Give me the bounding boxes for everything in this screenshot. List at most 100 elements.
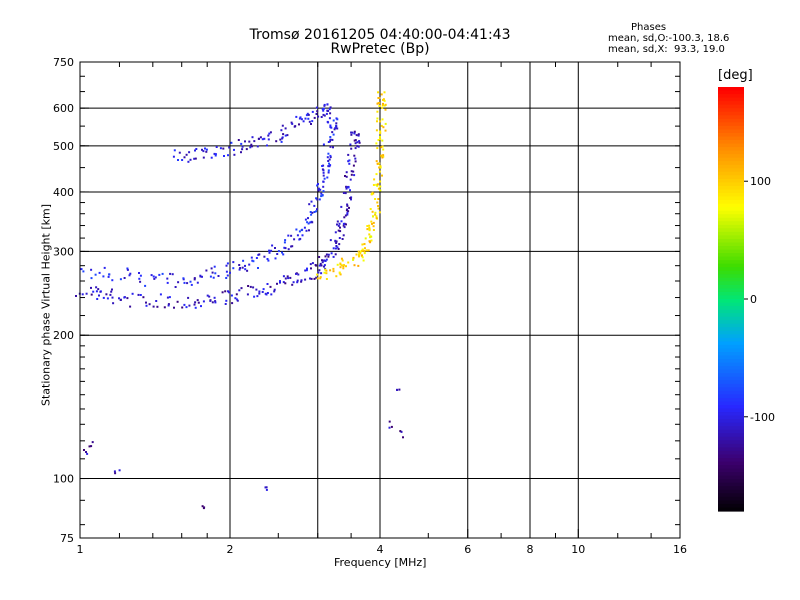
data-point xyxy=(235,298,238,301)
colorbar-segment xyxy=(718,359,744,364)
data-point xyxy=(340,264,343,267)
data-point xyxy=(382,99,384,101)
data-point xyxy=(357,133,360,136)
data-point xyxy=(161,272,164,275)
data-point xyxy=(183,281,186,284)
data-point xyxy=(358,255,360,258)
data-point xyxy=(354,157,357,160)
data-point xyxy=(244,140,246,143)
data-point xyxy=(364,247,366,250)
data-point xyxy=(264,486,267,489)
data-point xyxy=(96,298,99,300)
data-point xyxy=(88,445,91,448)
data-point xyxy=(327,160,330,162)
data-point xyxy=(378,170,381,173)
data-point xyxy=(368,224,371,227)
data-point xyxy=(323,103,326,106)
data-point xyxy=(309,221,312,224)
data-point xyxy=(139,280,142,283)
data-point xyxy=(194,306,197,309)
data-point xyxy=(225,270,228,273)
colorbar-tick-label: 100 xyxy=(750,175,771,188)
data-point xyxy=(372,215,374,218)
data-point xyxy=(275,140,278,143)
data-point xyxy=(166,277,169,280)
data-point xyxy=(215,146,218,148)
data-point xyxy=(202,300,205,303)
data-point xyxy=(381,118,384,121)
data-point xyxy=(107,275,110,278)
data-point xyxy=(322,174,325,177)
data-point xyxy=(315,276,318,279)
data-point xyxy=(384,103,387,106)
data-point xyxy=(280,140,283,143)
data-point xyxy=(329,145,332,148)
data-point xyxy=(357,134,360,137)
data-point xyxy=(291,122,294,125)
data-point xyxy=(295,115,298,118)
data-point xyxy=(381,104,384,107)
colorbar-tick-label: -100 xyxy=(750,411,775,424)
data-point xyxy=(363,252,366,255)
data-point xyxy=(139,294,142,296)
data-point xyxy=(206,294,209,297)
data-point xyxy=(82,270,85,273)
data-point xyxy=(345,223,347,226)
data-point xyxy=(227,290,229,293)
data-point xyxy=(126,297,129,300)
data-point xyxy=(281,137,284,140)
data-point xyxy=(209,275,212,278)
data-point xyxy=(266,144,268,147)
data-point xyxy=(329,106,332,109)
colorbar-segment xyxy=(718,341,744,346)
data-point xyxy=(374,211,377,214)
data-point xyxy=(173,149,176,152)
colorbar-segment xyxy=(718,200,744,205)
data-point xyxy=(249,285,252,288)
data-point xyxy=(85,451,87,453)
data-point xyxy=(399,430,402,433)
data-point xyxy=(174,286,177,288)
data-point xyxy=(298,117,301,120)
data-point xyxy=(383,91,386,94)
data-point xyxy=(381,174,383,177)
data-point xyxy=(230,141,233,144)
data-point xyxy=(271,244,274,247)
data-point xyxy=(321,194,324,197)
data-point xyxy=(284,127,287,130)
data-point xyxy=(290,245,293,248)
data-point xyxy=(356,145,359,148)
data-point xyxy=(375,215,378,218)
data-point xyxy=(214,301,217,304)
data-point xyxy=(310,200,313,203)
data-point xyxy=(315,197,318,200)
data-point xyxy=(317,271,320,274)
colorbar-segment xyxy=(718,246,744,251)
data-point xyxy=(375,142,378,145)
colorbar-tick-label: 0 xyxy=(750,293,757,306)
data-point xyxy=(378,211,381,214)
data-point xyxy=(306,221,309,224)
data-point xyxy=(316,273,319,276)
colorbar-segment xyxy=(718,450,744,456)
data-point xyxy=(323,107,325,110)
data-point xyxy=(110,290,113,293)
data-point xyxy=(274,247,276,249)
data-point xyxy=(248,263,251,266)
colorbar-segment xyxy=(718,182,744,187)
data-point xyxy=(338,237,341,239)
data-point xyxy=(374,213,377,216)
data-point xyxy=(304,218,307,221)
data-point xyxy=(317,115,320,118)
data-point xyxy=(203,506,206,509)
data-point xyxy=(361,249,363,252)
data-point xyxy=(119,278,122,281)
data-point xyxy=(371,210,374,213)
colorbar-segment xyxy=(718,168,744,173)
colorbar-segment xyxy=(718,270,744,275)
data-point xyxy=(159,293,162,296)
data-point xyxy=(376,162,379,165)
data-point xyxy=(246,269,249,272)
data-point xyxy=(240,142,243,145)
data-point xyxy=(173,306,175,309)
